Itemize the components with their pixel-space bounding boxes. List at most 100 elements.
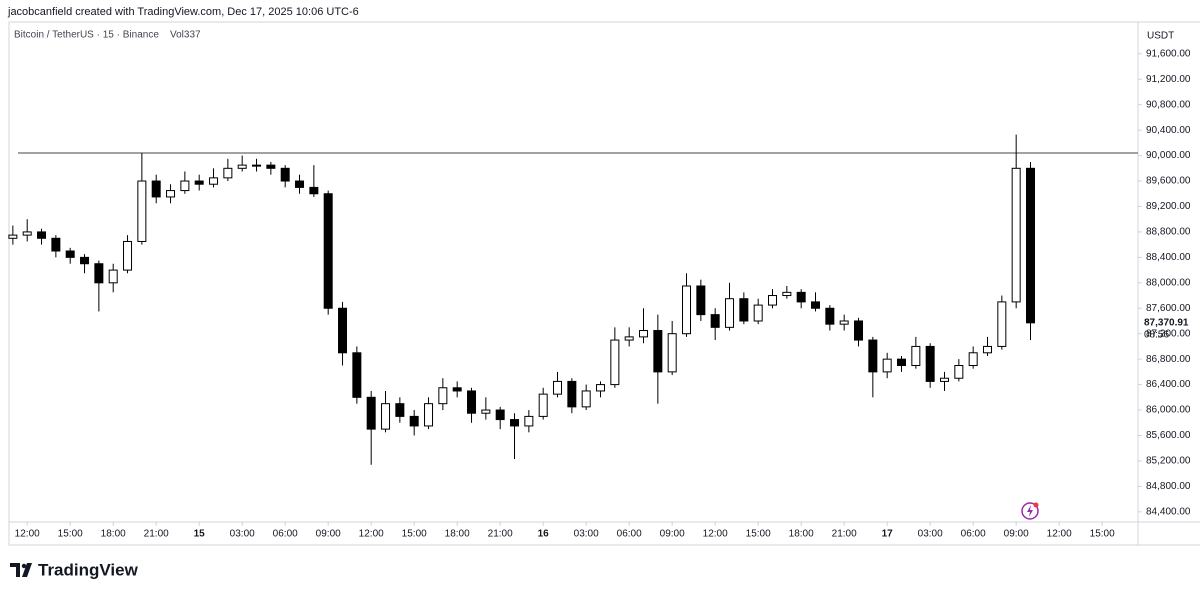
candle-body xyxy=(897,358,907,367)
candle-body xyxy=(739,298,749,322)
last-price-label: 87,370.91 xyxy=(1144,317,1189,328)
candle-body xyxy=(237,164,247,169)
x-tick-label: 12:00 xyxy=(15,529,40,540)
countdown-label: 08:56 xyxy=(1144,329,1169,340)
candle-body xyxy=(266,164,276,169)
candle-body xyxy=(295,180,305,188)
candle-body xyxy=(438,387,448,405)
candle-body xyxy=(954,365,964,379)
x-tick-label: 06:00 xyxy=(617,529,642,540)
candle-body xyxy=(567,380,577,408)
candle-body xyxy=(854,320,864,341)
y-tick-label: 91,200.00 xyxy=(1146,74,1191,85)
candle-body xyxy=(467,390,477,414)
brand-name: TradingView xyxy=(38,560,139,579)
candle-body xyxy=(137,180,147,242)
y-tick-label: 84,800.00 xyxy=(1146,481,1191,492)
x-tick-label: 21:00 xyxy=(488,529,513,540)
candle-body xyxy=(1011,167,1021,303)
candle-body xyxy=(323,193,333,309)
candle-body xyxy=(911,345,921,367)
candle-body xyxy=(94,263,104,284)
y-tick-label: 87,200.00 xyxy=(1146,328,1191,339)
candle-body xyxy=(653,330,663,373)
x-tick-label: 21:00 xyxy=(144,529,169,540)
y-tick-label: 85,200.00 xyxy=(1146,456,1191,467)
x-tick-label: 15:00 xyxy=(58,529,83,540)
x-tick-label: 06:00 xyxy=(961,529,986,540)
candle-body xyxy=(180,180,190,192)
y-tick-label: 85,600.00 xyxy=(1146,430,1191,441)
candle-body xyxy=(782,291,792,297)
candle-body xyxy=(882,358,892,373)
candle-body xyxy=(868,339,878,373)
y-tick-label: 84,400.00 xyxy=(1146,506,1191,517)
y-tick-label: 90,800.00 xyxy=(1146,99,1191,110)
candle-body xyxy=(495,409,505,421)
x-tick-label: 21:00 xyxy=(832,529,857,540)
candle-body xyxy=(610,339,620,386)
candle-body xyxy=(51,237,61,252)
x-tick-label: 18:00 xyxy=(445,529,470,540)
candle-body xyxy=(65,250,75,258)
x-tick-label: 18:00 xyxy=(101,529,126,540)
candle-body xyxy=(194,180,204,185)
candle-body xyxy=(925,345,935,382)
candle-body xyxy=(538,393,548,417)
candle-body xyxy=(796,291,806,303)
candle-body xyxy=(452,387,462,392)
chart-frame xyxy=(8,21,1200,546)
x-tick-label: 06:00 xyxy=(273,529,298,540)
y-tick-label: 86,800.00 xyxy=(1146,354,1191,365)
price-unit: USDT xyxy=(1147,31,1174,42)
candle-body xyxy=(37,231,47,239)
candle-body xyxy=(768,295,778,306)
volume-label: Vol337 xyxy=(170,30,201,41)
candle-body xyxy=(22,231,32,236)
candle-body xyxy=(481,409,491,414)
y-tick-label: 89,200.00 xyxy=(1146,201,1191,212)
candle-body xyxy=(710,314,720,328)
candle-body xyxy=(1026,167,1036,324)
candle-body xyxy=(940,377,950,382)
candle-body xyxy=(395,403,405,417)
candle-body xyxy=(811,301,821,309)
candle-body xyxy=(352,352,362,398)
candle-body xyxy=(581,390,591,408)
candle-body xyxy=(108,269,118,284)
candle-body xyxy=(553,380,563,395)
candle-body xyxy=(839,320,849,325)
candle-body xyxy=(983,345,993,354)
candle-body xyxy=(280,167,290,182)
candle-body xyxy=(223,167,233,179)
candle-body xyxy=(166,190,176,198)
x-tick-label: 18:00 xyxy=(789,529,814,540)
candle-body xyxy=(639,330,649,338)
brand-logo xyxy=(10,563,32,577)
x-tick-label: 15:00 xyxy=(746,529,771,540)
candle-body xyxy=(424,403,434,427)
attribution: jacobcanfield created with TradingView.c… xyxy=(7,6,359,18)
y-tick-label: 88,800.00 xyxy=(1146,227,1191,238)
candle-body xyxy=(123,240,133,271)
y-tick-label: 90,400.00 xyxy=(1146,125,1191,136)
x-tick-label: 03:00 xyxy=(574,529,599,540)
candle-body xyxy=(596,384,606,392)
x-tick-label: 09:00 xyxy=(316,529,341,540)
y-tick-label: 88,000.00 xyxy=(1146,277,1191,288)
x-tick-label: 15:00 xyxy=(402,529,427,540)
alert-icon xyxy=(1021,502,1039,520)
candle-body xyxy=(997,301,1007,347)
candle-body xyxy=(968,352,978,367)
candle-body xyxy=(381,403,391,430)
y-tick-label: 91,600.00 xyxy=(1146,48,1191,59)
y-tick-label: 86,400.00 xyxy=(1146,379,1191,390)
y-tick-label: 89,600.00 xyxy=(1146,176,1191,187)
candle-body xyxy=(753,304,763,322)
x-tick-label: 03:00 xyxy=(918,529,943,540)
x-tick-label: 09:00 xyxy=(660,529,685,540)
candle-body xyxy=(682,285,692,335)
